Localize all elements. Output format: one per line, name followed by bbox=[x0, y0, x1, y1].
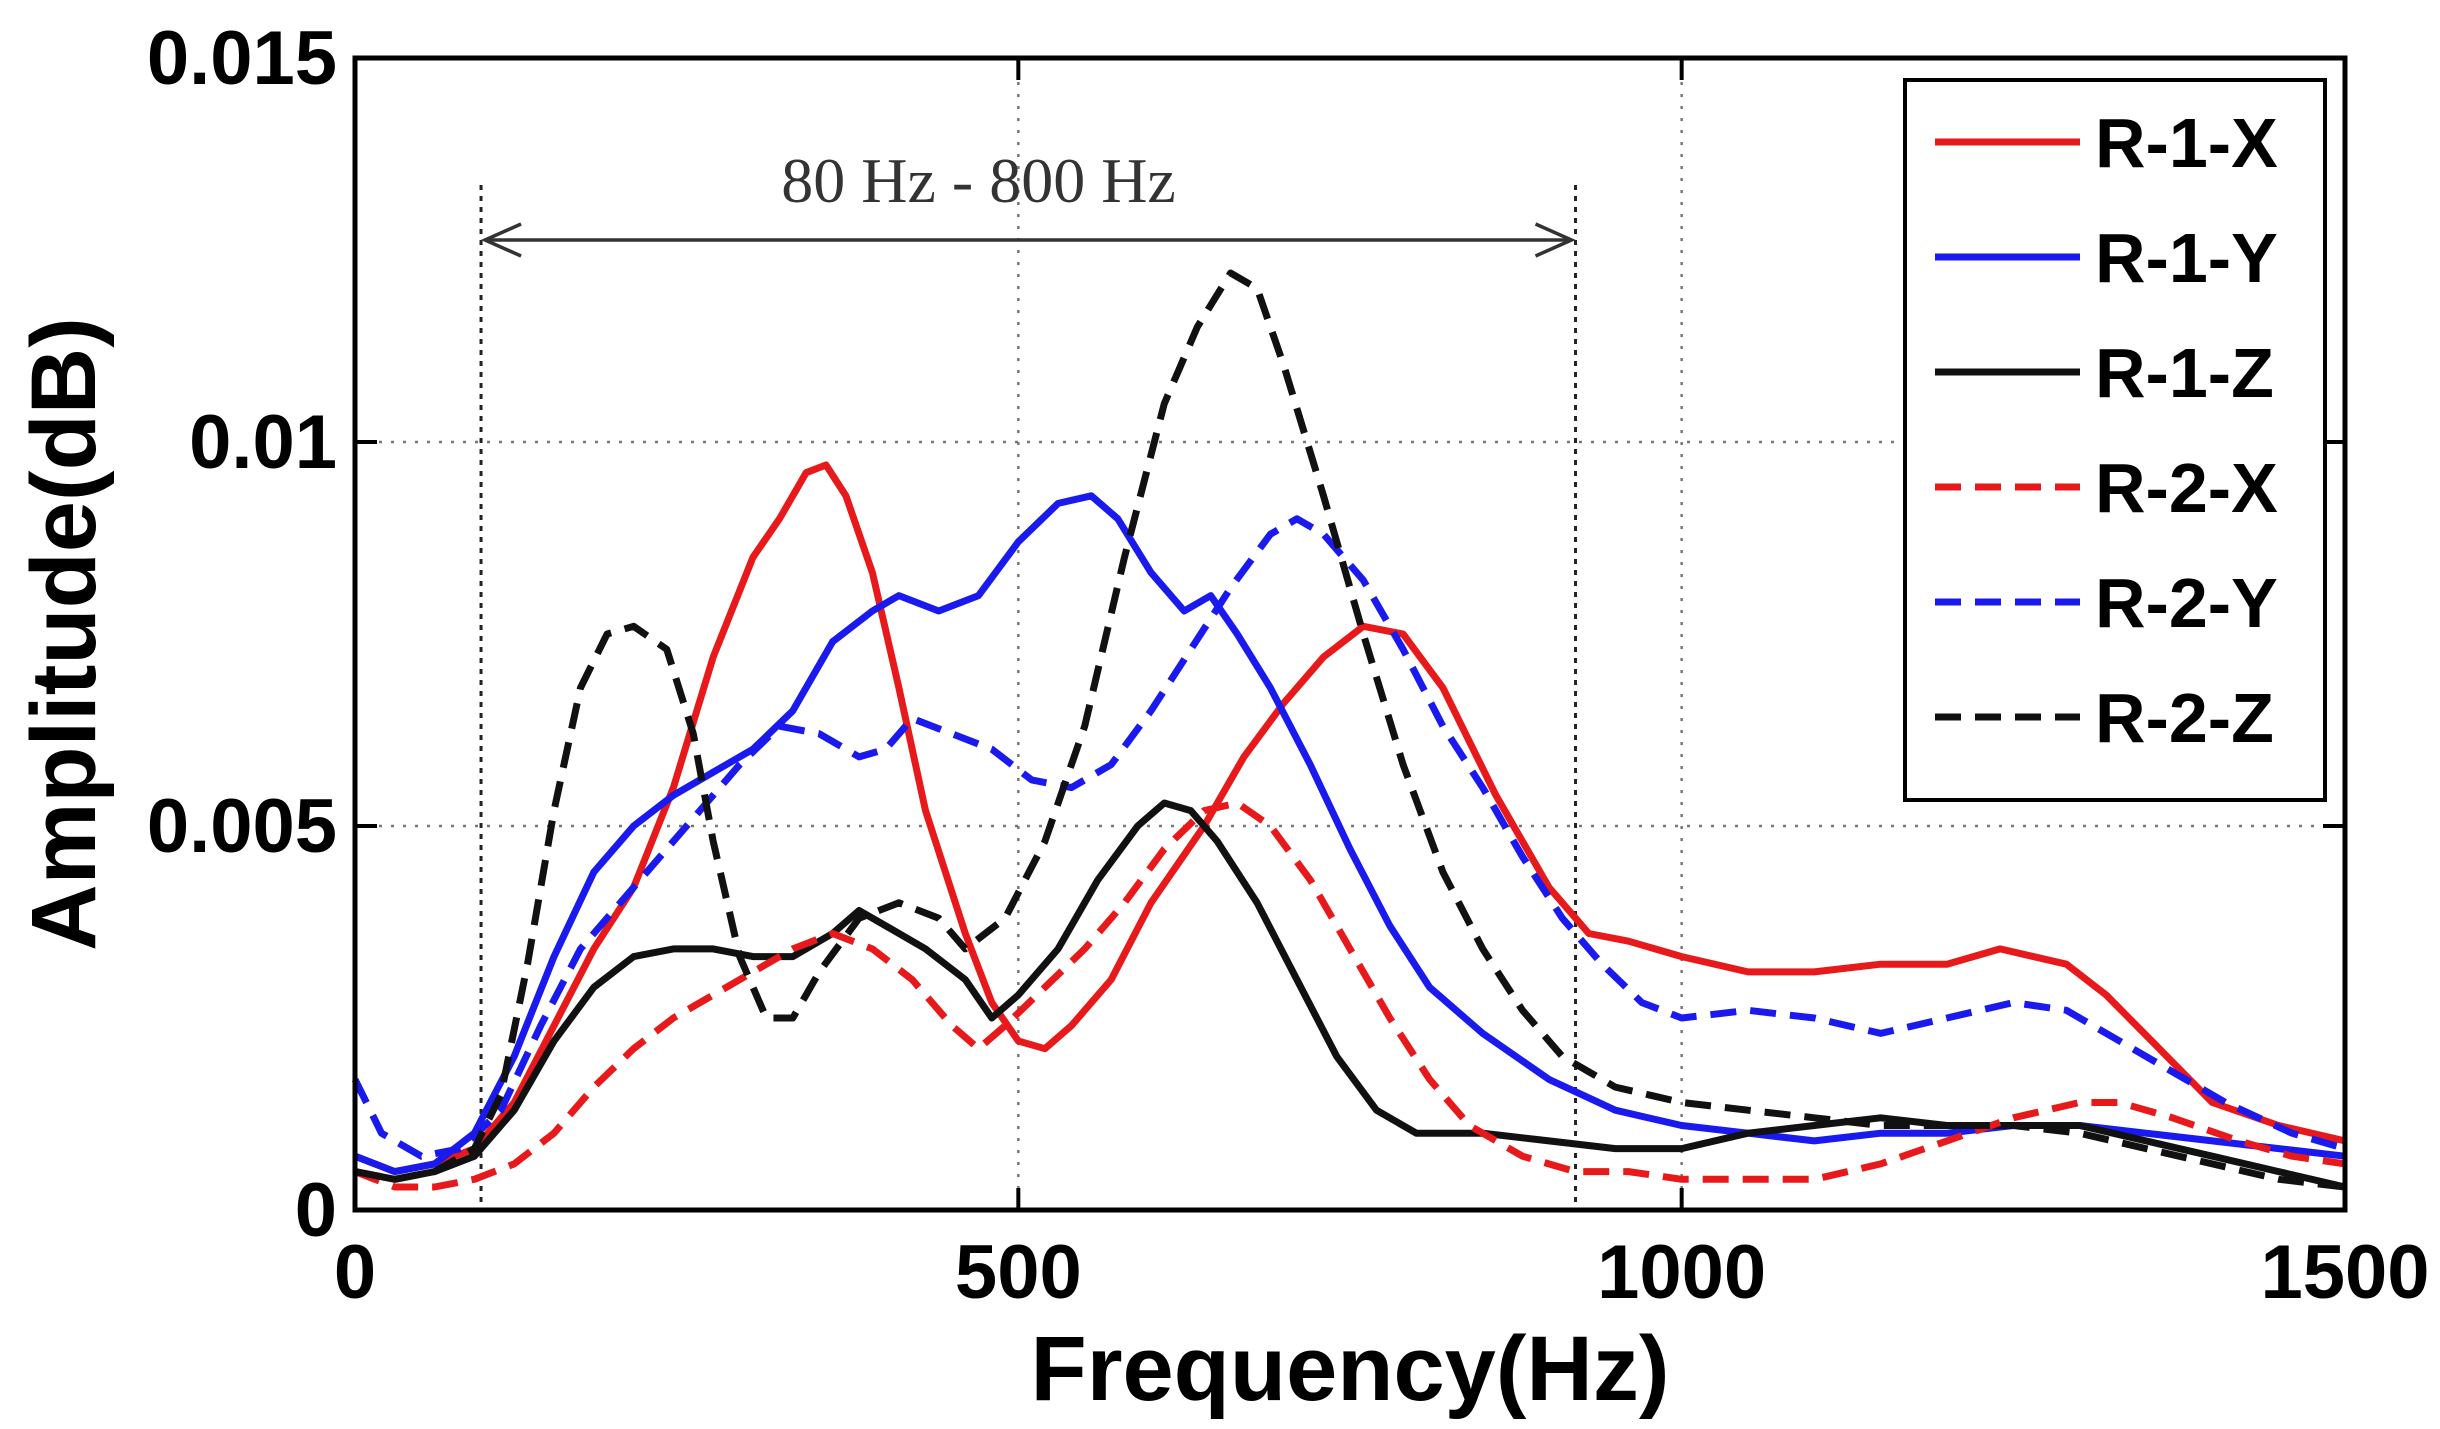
series-line-r-2-y bbox=[351, 515, 2346, 1160]
y-tick-label: 0.015 bbox=[147, 16, 337, 101]
y-axis-title: Amplitude(dB) bbox=[13, 317, 115, 951]
series-line-r-2-x bbox=[353, 799, 2346, 1191]
y-tick-label: 0.005 bbox=[147, 784, 337, 869]
axis-ticks: 0 500 1000 1500 0 0.005 0.01 0.015 bbox=[147, 16, 2430, 1315]
x-tick-label: 1000 bbox=[1597, 1230, 1766, 1315]
legend: R-1-X R-1-Y R-1-Z R-2-X R-2-Y R-2-Z bbox=[1903, 78, 2327, 802]
series-lines bbox=[351, 269, 2346, 1191]
series-line-r-1-z bbox=[354, 799, 2346, 1191]
plot-area-frame bbox=[352, 55, 2348, 1213]
range-arrow-head-right bbox=[1534, 222, 1576, 258]
legend-label-r-2-z: R-2-Z bbox=[2095, 679, 2274, 757]
x-axis-title: Frequency(Hz) bbox=[1031, 1318, 1670, 1420]
range-arrow-head-left bbox=[480, 222, 522, 258]
x-tick-label: 1500 bbox=[2260, 1230, 2429, 1315]
annotation-label: 80 Hz - 800 Hz bbox=[781, 145, 1176, 216]
legend-label-r-1-x: R-1-X bbox=[2095, 104, 2278, 182]
legend-box bbox=[1903, 78, 2327, 802]
y-tick-label: 0.01 bbox=[189, 400, 337, 485]
legend-label-r-2-x: R-2-X bbox=[2095, 449, 2278, 527]
x-tick-label: 0 bbox=[334, 1230, 376, 1315]
frequency-range-annotation: 80 Hz - 800 Hz bbox=[479, 145, 1578, 1210]
legend-label-r-1-z: R-1-Z bbox=[2095, 334, 2274, 412]
series-line-r-2-z bbox=[354, 269, 2346, 1191]
series-line-r-1-y bbox=[353, 492, 2346, 1176]
y-tick-label: 0 bbox=[295, 1168, 337, 1253]
legend-label-r-2-y: R-2-Y bbox=[2095, 564, 2278, 642]
legend-label-r-1-y: R-1-Y bbox=[2095, 219, 2278, 297]
x-tick-label: 500 bbox=[955, 1230, 1082, 1315]
